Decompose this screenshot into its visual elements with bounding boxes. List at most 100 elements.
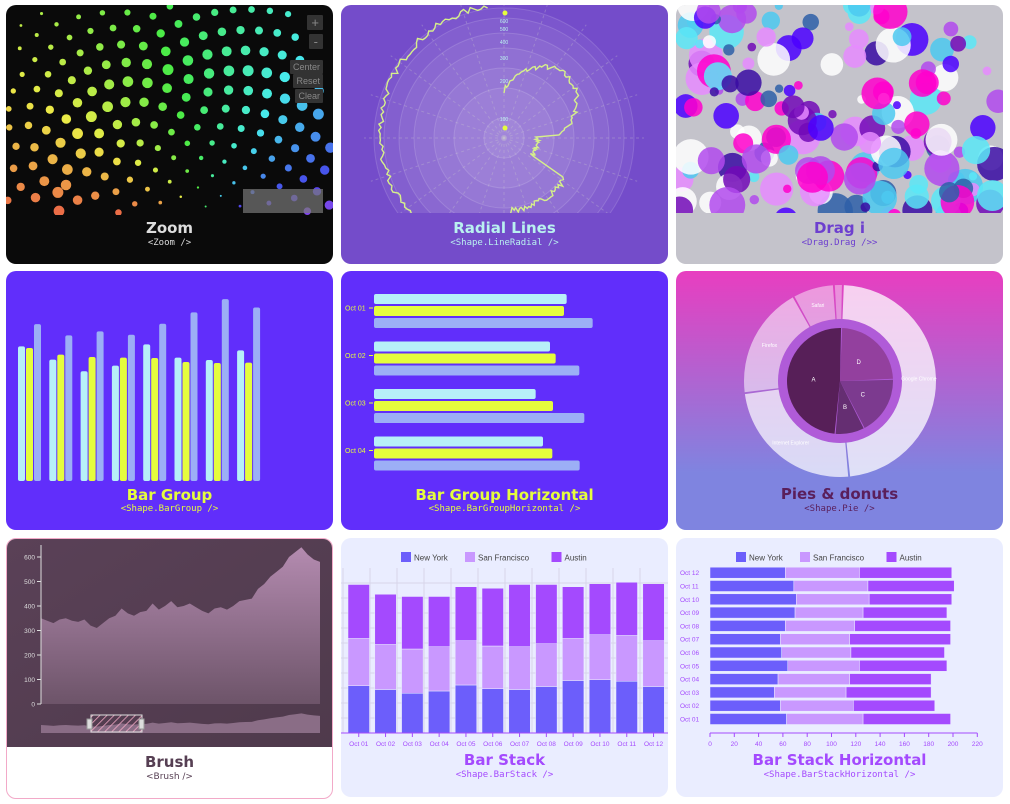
draggable-circle[interactable] xyxy=(696,5,721,24)
y-tick-label: Oct 12 xyxy=(680,570,700,577)
tile-bar-group-horizontal[interactable]: Oct 01 Oct 02 Oct 03 Oct 04 Bar Group Horiz… xyxy=(341,271,668,530)
draggable-circle[interactable] xyxy=(848,29,869,49)
reset-button[interactable]: Reset xyxy=(293,74,323,88)
draggable-circle[interactable] xyxy=(843,44,867,68)
draggable-circle[interactable] xyxy=(891,119,906,134)
draggable-circle[interactable] xyxy=(860,202,871,212)
draggable-circle[interactable] xyxy=(962,35,977,50)
draggable-circle[interactable] xyxy=(747,42,757,52)
draggable-circle[interactable] xyxy=(736,5,757,24)
draggable-circle[interactable] xyxy=(982,66,992,76)
draggable-circle[interactable] xyxy=(709,87,719,97)
draggable-circle[interactable] xyxy=(892,101,901,110)
clear-button[interactable]: Clear xyxy=(295,89,323,103)
draggable-circle[interactable] xyxy=(939,182,960,203)
draggable-circle[interactable] xyxy=(684,98,703,117)
draggable-circle[interactable] xyxy=(783,184,792,194)
draggable-circle[interactable] xyxy=(796,161,828,193)
draggable-circle[interactable] xyxy=(778,144,799,165)
draggable-circle[interactable] xyxy=(807,115,834,141)
draggable-circle[interactable] xyxy=(873,5,908,29)
tile-pies-donuts[interactable]: Google Chrome Internet Explorer Firefox Saf… xyxy=(676,271,1003,530)
draggable-circle[interactable] xyxy=(742,57,755,70)
draggable-circle[interactable] xyxy=(676,27,698,50)
dot xyxy=(312,108,324,120)
draggable-circle[interactable] xyxy=(820,53,844,76)
draggable-circle[interactable] xyxy=(723,44,735,56)
draggable-circle[interactable] xyxy=(802,13,819,31)
draggable-circle[interactable] xyxy=(843,162,876,195)
tile-brush[interactable]: 0 100 200 300 400 500 600 Brush <Brush /> xyxy=(6,538,333,799)
draggable-circle[interactable] xyxy=(697,147,725,175)
tile-drag[interactable]: Drag i <Drag.Drag />> xyxy=(676,5,1003,264)
draggable-circle[interactable] xyxy=(844,22,854,32)
draggable-circle[interactable] xyxy=(702,35,716,49)
draggable-circle[interactable] xyxy=(968,172,978,181)
draggable-circle[interactable] xyxy=(924,150,960,187)
draggable-circle[interactable] xyxy=(904,111,930,137)
draggable-circle[interactable] xyxy=(713,103,739,129)
brush-handle[interactable] xyxy=(86,718,93,730)
draggable-circle[interactable] xyxy=(761,11,780,30)
draggable-circle[interactable] xyxy=(861,77,894,110)
y-tick-label: 500 xyxy=(24,579,35,586)
draggable-circle[interactable] xyxy=(781,95,805,119)
draggable-circle[interactable] xyxy=(676,196,694,213)
draggable-circle[interactable] xyxy=(793,80,803,90)
draggable-circle[interactable] xyxy=(735,69,762,96)
brush-selection[interactable] xyxy=(90,714,143,733)
tile-bar-group[interactable]: Bar Group <Shape.BarGroup /> xyxy=(6,271,333,530)
draggable-circle[interactable] xyxy=(977,180,1003,212)
draggable-circle[interactable] xyxy=(915,71,939,95)
draggable-circle[interactable] xyxy=(925,123,958,156)
draggable-circle[interactable] xyxy=(970,115,996,141)
draggable-circle[interactable] xyxy=(878,147,910,180)
zoom-dots[interactable] xyxy=(6,5,333,215)
draggable-circle[interactable] xyxy=(847,5,871,17)
draggable-circle[interactable] xyxy=(909,174,929,194)
brush-chart[interactable]: 0 100 200 300 400 500 600 xyxy=(7,539,332,747)
draggable-circle[interactable] xyxy=(858,131,882,154)
draggable-circle[interactable] xyxy=(774,207,797,213)
tile-bar-stack[interactable]: New York San Francisco Austin Oct 01 Oct 02 O… xyxy=(341,538,668,797)
draggable-circle[interactable] xyxy=(745,90,766,112)
draggable-circle[interactable] xyxy=(756,27,776,47)
dot xyxy=(261,67,273,79)
draggable-circle[interactable] xyxy=(783,84,796,97)
brush-handle[interactable] xyxy=(138,718,145,730)
draggable-circle[interactable] xyxy=(828,110,837,119)
draggable-circle[interactable] xyxy=(943,21,959,37)
draggable-circle[interactable] xyxy=(774,84,784,93)
draggable-circle[interactable] xyxy=(695,39,705,49)
tile-bar-stack-horizontal[interactable]: New York San Francisco Austin Oct 01 Oct 02 O… xyxy=(676,538,1003,797)
zoom-in-button[interactable]: + xyxy=(307,15,323,30)
draggable-circle[interactable] xyxy=(748,171,760,183)
zoom-out-button[interactable]: - xyxy=(308,34,323,49)
draggable-circle[interactable] xyxy=(709,187,746,213)
draggable-circle[interactable] xyxy=(741,144,771,174)
draggable-circle[interactable] xyxy=(757,43,791,76)
draggable-circle[interactable] xyxy=(881,190,895,204)
center-button[interactable]: Center xyxy=(289,60,323,74)
stack-segment xyxy=(642,686,665,734)
draggable-circle[interactable] xyxy=(950,35,967,52)
draggable-circle[interactable] xyxy=(749,194,760,205)
draggable-circle[interactable] xyxy=(760,172,794,206)
draggable-circle[interactable] xyxy=(961,136,991,165)
draggable-circle[interactable] xyxy=(986,89,1003,114)
tile-radial-lines[interactable]: 600 500 400 300 200 100 Radial Lines <Shape.L… xyxy=(341,5,668,264)
draggable-circle[interactable] xyxy=(721,75,739,93)
draggable-circle[interactable] xyxy=(888,208,902,213)
draggable-circle[interactable] xyxy=(774,5,783,10)
draggable-circle[interactable] xyxy=(930,37,954,62)
draggable-circle[interactable] xyxy=(892,27,912,47)
tile-zoom[interactable]: + - Center Reset Clear Zoom <Zoom /> xyxy=(6,5,333,264)
draggable-circle[interactable] xyxy=(760,90,778,108)
draggable-circle[interactable] xyxy=(830,123,858,151)
draggable-circle[interactable] xyxy=(942,55,960,73)
draggable-circle[interactable] xyxy=(723,165,751,194)
draggable-circle[interactable] xyxy=(791,27,814,50)
y-tick-label: Oct 01 xyxy=(680,717,700,724)
draggable-circle[interactable] xyxy=(936,91,951,106)
drag-circles[interactable] xyxy=(676,5,1003,213)
